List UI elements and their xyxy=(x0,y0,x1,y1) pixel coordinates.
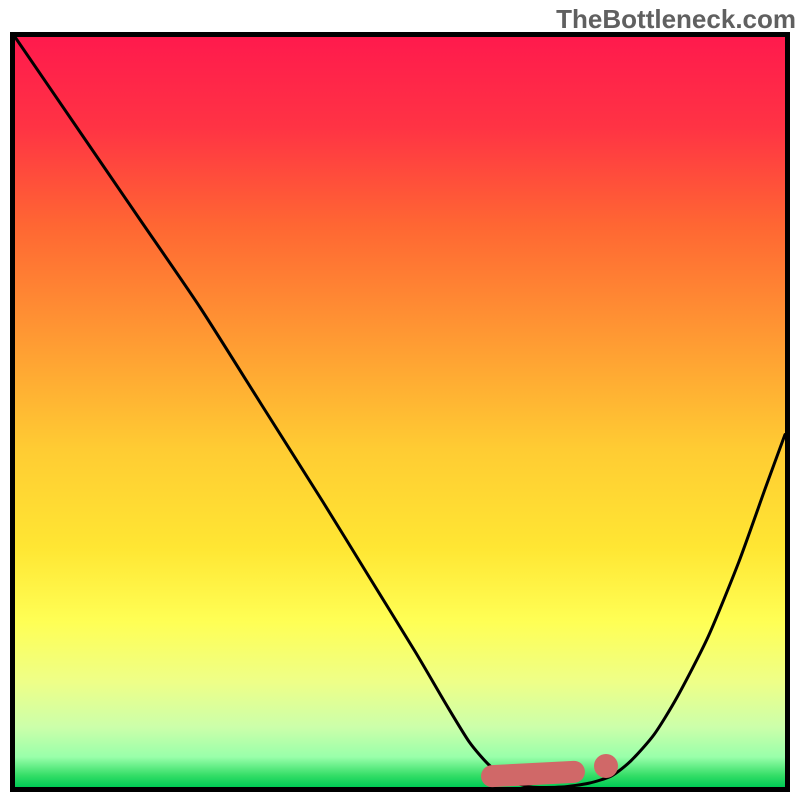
optimal-range-marker xyxy=(480,760,585,787)
curve-layer xyxy=(0,0,800,800)
bottleneck-curve xyxy=(15,37,785,788)
chart-container: TheBottleneck.com xyxy=(0,0,800,800)
watermark-text: TheBottleneck.com xyxy=(556,4,796,35)
